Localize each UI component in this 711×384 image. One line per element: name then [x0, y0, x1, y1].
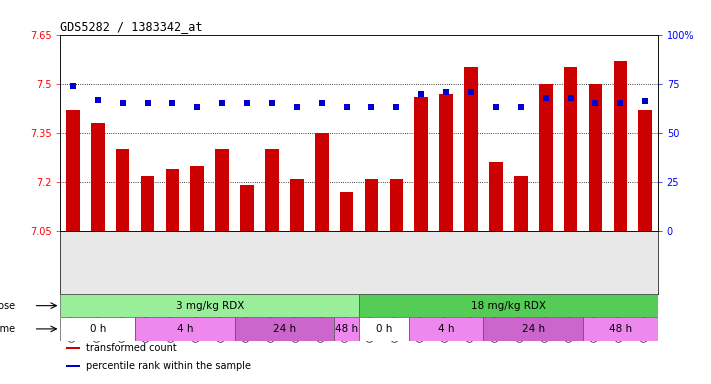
Point — [166, 100, 178, 106]
Bar — [66, 110, 80, 232]
Bar — [409, 317, 483, 341]
Text: 48 h: 48 h — [335, 324, 358, 334]
Bar — [464, 67, 478, 232]
Text: transformed count: transformed count — [85, 343, 176, 353]
Bar — [91, 123, 105, 232]
Point — [117, 100, 128, 106]
Text: percentile rank within the sample: percentile rank within the sample — [85, 361, 250, 371]
Text: 0 h: 0 h — [375, 324, 392, 334]
Bar — [359, 317, 409, 341]
Text: 24 h: 24 h — [522, 324, 545, 334]
Point — [440, 89, 452, 95]
Bar — [539, 84, 552, 232]
Bar — [489, 162, 503, 232]
Bar — [315, 133, 328, 232]
Bar — [415, 97, 428, 232]
Text: time: time — [0, 324, 16, 334]
Bar — [390, 179, 403, 232]
Point — [391, 104, 402, 111]
Bar — [60, 317, 135, 341]
Text: 0 h: 0 h — [90, 324, 106, 334]
Text: GDS5282 / 1383342_at: GDS5282 / 1383342_at — [60, 20, 203, 33]
Point — [614, 100, 626, 106]
Bar — [334, 317, 359, 341]
Text: dose: dose — [0, 301, 16, 311]
Text: 24 h: 24 h — [273, 324, 296, 334]
Point — [639, 98, 651, 104]
Point — [292, 104, 303, 111]
Bar — [290, 179, 304, 232]
Point — [316, 100, 327, 106]
Bar — [483, 317, 583, 341]
Bar — [514, 175, 528, 232]
Bar — [235, 317, 334, 341]
Point — [92, 96, 104, 103]
Point — [465, 89, 476, 95]
Point — [191, 104, 203, 111]
Bar — [564, 67, 577, 232]
Bar — [365, 179, 378, 232]
Text: 48 h: 48 h — [609, 324, 632, 334]
Point — [565, 94, 576, 101]
Bar — [116, 149, 129, 232]
Bar — [265, 149, 279, 232]
Bar — [135, 317, 235, 341]
Bar — [589, 84, 602, 232]
Bar — [215, 149, 229, 232]
Bar — [66, 365, 80, 367]
Bar — [166, 169, 179, 232]
Point — [216, 100, 228, 106]
Point — [341, 104, 352, 111]
Point — [141, 100, 154, 106]
Bar — [614, 61, 627, 232]
Text: 18 mg/kg RDX: 18 mg/kg RDX — [471, 301, 546, 311]
Bar — [191, 166, 204, 232]
Bar — [583, 317, 658, 341]
Bar — [359, 294, 658, 317]
Bar — [439, 94, 453, 232]
Bar — [340, 192, 353, 232]
Point — [241, 100, 253, 106]
Text: 3 mg/kg RDX: 3 mg/kg RDX — [176, 301, 244, 311]
Bar — [240, 185, 254, 232]
Point — [67, 83, 78, 89]
Point — [490, 104, 501, 111]
Bar — [638, 110, 652, 232]
Text: 4 h: 4 h — [438, 324, 454, 334]
Bar — [141, 175, 154, 232]
Bar — [66, 348, 80, 349]
Point — [515, 104, 526, 111]
Point — [365, 104, 377, 111]
Point — [415, 91, 427, 97]
Text: 4 h: 4 h — [176, 324, 193, 334]
Bar — [60, 294, 359, 317]
Point — [266, 100, 277, 106]
Point — [589, 100, 601, 106]
Point — [540, 94, 551, 101]
